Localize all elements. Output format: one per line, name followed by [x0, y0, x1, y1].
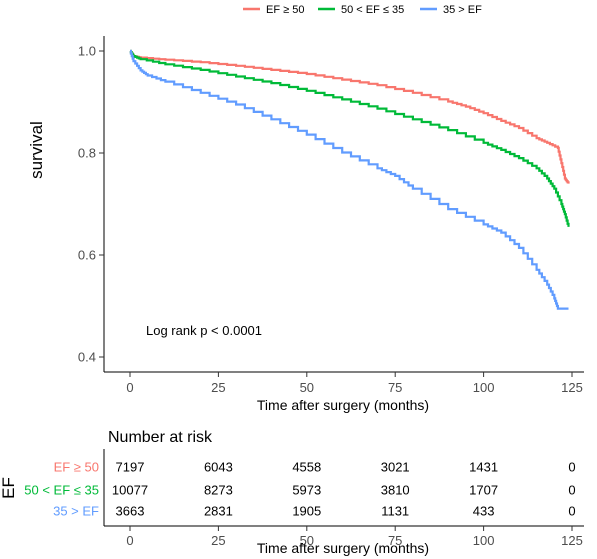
risk-cell-50-ef-35-50: 5973 — [292, 483, 321, 498]
risk-cell-ef-50-125: 0 — [568, 460, 575, 475]
risk-cell-ef-50-25: 6043 — [204, 460, 233, 475]
y-axis-ticks: 0.4 0.6 0.8 1.0 — [78, 44, 104, 365]
risk-row-label-ef-50: EF ≥ 50 — [54, 460, 99, 475]
risk-cell-35-ef-50: 1905 — [292, 504, 321, 519]
y-tick-label-0-6: 0.6 — [78, 248, 96, 263]
legend-label-ef-ge-50: EF ≥ 50 — [266, 4, 304, 16]
risk-row-label-50-ef-35: 50 < EF ≤ 35 — [24, 483, 99, 498]
y-tick-label-0-8: 0.8 — [78, 146, 96, 161]
legend-label-ef-mid: 50 < EF ≤ 35 — [341, 4, 404, 16]
risk-cell-35-ef-100: 433 — [473, 504, 495, 519]
risk-cell-ef-50-100: 1431 — [469, 460, 498, 475]
y-tick-label-0-4: 0.4 — [78, 350, 96, 365]
x-tick-label-75: 75 — [388, 380, 402, 395]
log-rank-annotation: Log rank p < 0.0001 — [146, 323, 262, 338]
risk-row-ef-50: EF ≥ 50 7197 6043 4558 3021 1431 0 — [54, 460, 576, 475]
risk-row-35-ef: 35 > EF 3663 2831 1905 1131 433 0 — [53, 504, 576, 519]
x-tick-label-100: 100 — [473, 380, 495, 395]
risk-cell-50-ef-35-100: 1707 — [469, 483, 498, 498]
risk-row-50-ef-35: 50 < EF ≤ 35 10077 8273 5973 3810 1707 0 — [24, 483, 575, 498]
risk-table-rows: EF ≥ 50 7197 6043 4558 3021 1431 050 < EF ≤ 35… — [24, 460, 575, 519]
survival-curves — [129, 49, 570, 310]
risk-table-x-ticks: 0 25 50 75 100 125 — [126, 526, 583, 548]
x-tick-label-25: 25 — [211, 380, 225, 395]
x-axis-ticks: 0 25 50 75 100 125 — [126, 372, 583, 395]
risk-table-title: Number at risk — [108, 429, 213, 446]
risk-cell-35-ef-0: 3663 — [116, 504, 145, 519]
y-tick-label-1-0: 1.0 — [78, 44, 96, 59]
risk-cell-50-ef-35-125: 0 — [568, 483, 575, 498]
risk-cell-50-ef-35-75: 3810 — [381, 483, 410, 498]
legend-item-ef-lt-35: 35 > EF — [420, 4, 482, 16]
risk-x-tick-label-100: 100 — [473, 533, 495, 548]
risk-table-axes — [103, 449, 584, 527]
x-tick-label-125: 125 — [561, 380, 583, 395]
risk-cell-ef-50-75: 3021 — [381, 460, 410, 475]
risk-cell-ef-50-0: 7197 — [116, 460, 145, 475]
x-axis-title: Time after surgery (months) — [257, 397, 429, 413]
risk-x-tick-label-50: 50 — [300, 533, 314, 548]
y-axis-title: survival — [27, 121, 46, 179]
risk-row-label-35-ef: 35 > EF — [53, 504, 99, 519]
risk-x-tick-label-0: 0 — [126, 533, 133, 548]
risk-x-tick-label-25: 25 — [211, 533, 225, 548]
plot-axes — [103, 36, 584, 373]
risk-x-tick-label-125: 125 — [561, 533, 583, 548]
legend-label-ef-lt-35: 35 > EF — [443, 4, 482, 16]
survival-curve-35-ef — [129, 49, 569, 310]
risk-table-x-axis-title: Time after surgery (months) — [257, 540, 429, 556]
risk-cell-50-ef-35-25: 8273 — [204, 483, 233, 498]
risk-table-row-axis-label: EF — [0, 477, 18, 499]
risk-cell-ef-50-50: 4558 — [292, 460, 321, 475]
legend: EF ≥ 50 50 < EF ≤ 35 35 > EF — [243, 4, 482, 16]
legend-item-ef-ge-50: EF ≥ 50 — [243, 4, 304, 16]
x-tick-label-50: 50 — [300, 380, 314, 395]
legend-item-ef-mid: 50 < EF ≤ 35 — [318, 4, 404, 16]
risk-cell-35-ef-75: 1131 — [381, 504, 409, 519]
risk-cell-35-ef-25: 2831 — [204, 504, 233, 519]
risk-cell-50-ef-35-0: 10077 — [112, 483, 148, 498]
survival-curve-50-ef-35 — [129, 49, 570, 227]
risk-x-tick-label-75: 75 — [388, 533, 402, 548]
risk-cell-35-ef-125: 0 — [568, 504, 575, 519]
survival-curve-ef-50 — [129, 49, 570, 184]
x-tick-label-0: 0 — [126, 380, 133, 395]
